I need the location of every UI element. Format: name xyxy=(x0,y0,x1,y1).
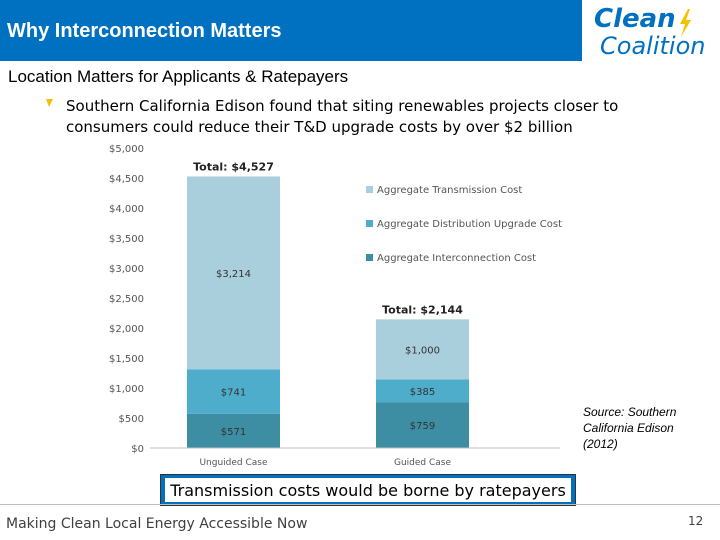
legend-label: Aggregate Interconnection Cost xyxy=(377,253,536,264)
stacked-bar-chart: $0 $500 $1,000 $1,500 $2,000 $2,500 $3,000 $3,5… xyxy=(109,144,562,468)
bar-segment xyxy=(376,319,469,380)
y-tick-label: $3,500 xyxy=(109,234,144,245)
source-note: Source: Southern California Edison (2012… xyxy=(583,405,677,451)
logo-word-clean: Clean xyxy=(594,4,676,34)
legend-label: Aggregate Transmission Cost xyxy=(377,185,522,196)
y-tick-label: $3,000 xyxy=(109,264,144,275)
y-tick-label: $2,000 xyxy=(109,324,144,335)
legend-swatch xyxy=(366,220,373,227)
slide-subtitle: Location Matters for Applicants & Ratepa… xyxy=(8,67,349,86)
bar-total-label: Total: $4,527 xyxy=(193,160,274,173)
bar-segment xyxy=(187,369,280,414)
segment-value-label: $385 xyxy=(410,387,435,398)
bar-segment xyxy=(376,379,469,403)
page-number: 12 xyxy=(688,514,704,528)
segment-value-label: $759 xyxy=(410,421,435,432)
clean-coalition-logo: Clean Coalition xyxy=(590,4,718,60)
y-tick-label: $0 xyxy=(131,444,144,455)
callout-box: Transmission costs would be borne by rat… xyxy=(160,474,576,506)
slide-title: Why Interconnection Matters xyxy=(7,20,282,42)
segment-value-label: $571 xyxy=(221,427,246,438)
bullet-marker-icon xyxy=(46,99,53,107)
y-tick-label: $5,000 xyxy=(109,144,144,155)
bullet-text: Southern California Edison found that si… xyxy=(66,97,619,136)
footer-divider xyxy=(0,504,720,505)
bar-segment xyxy=(376,402,469,448)
segment-value-label: $3,214 xyxy=(216,269,251,280)
y-tick-label: $4,000 xyxy=(109,204,144,215)
lightning-bolt-icon xyxy=(680,9,691,37)
footer-tagline: Making Clean Local Energy Accessible Now xyxy=(6,516,308,532)
y-tick-label: $500 xyxy=(119,414,144,425)
y-tick-label: $4,500 xyxy=(109,174,144,185)
logo-word-coalition: Coalition xyxy=(600,32,706,60)
legend-swatch xyxy=(366,186,373,193)
callout-text: Transmission costs would be borne by rat… xyxy=(165,478,571,502)
y-tick-label: $1,500 xyxy=(109,354,144,365)
legend-swatch xyxy=(366,254,373,261)
segment-value-label: $741 xyxy=(221,388,246,399)
y-tick-label: $1,000 xyxy=(109,384,144,395)
y-tick-label: $2,500 xyxy=(109,294,144,305)
x-category-label: Guided Case xyxy=(394,458,451,468)
x-category-label: Unguided Case xyxy=(199,458,268,468)
bar-segment xyxy=(187,413,280,448)
legend-label: Aggregate Distribution Upgrade Cost xyxy=(377,219,562,230)
segment-value-label: $1,000 xyxy=(405,345,440,356)
bar-segment xyxy=(187,176,280,370)
title-bar: Why Interconnection Matters xyxy=(0,0,582,61)
bar-total-label: Total: $2,144 xyxy=(382,303,463,316)
